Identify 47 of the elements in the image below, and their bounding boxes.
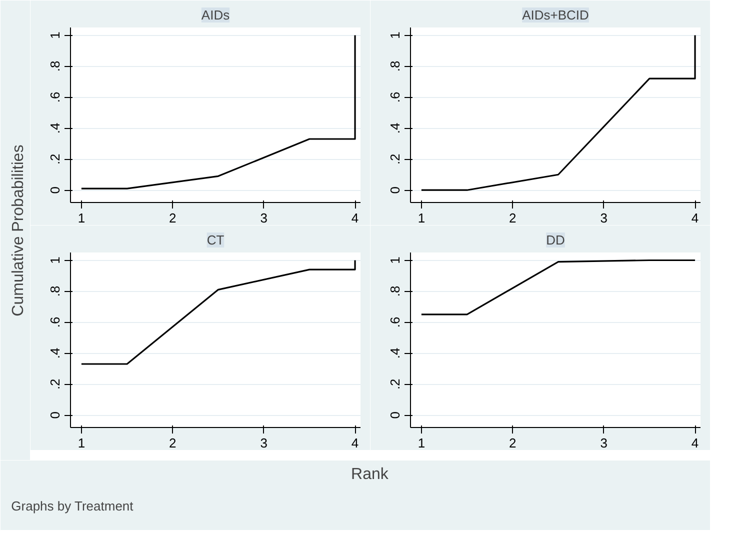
y-tick-label: 0 — [388, 186, 402, 194]
x-tick-label: 2 — [509, 436, 516, 450]
x-tick-label: 2 — [169, 210, 176, 226]
x-tick-label: 3 — [260, 436, 268, 450]
y-tick-label: 1 — [48, 256, 62, 264]
x-tick-label: 1 — [78, 436, 86, 450]
y-tick-label: .4 — [388, 122, 402, 134]
chart-title: AIDs — [201, 8, 230, 22]
x-tick-label: 2 — [169, 436, 176, 450]
x-tick-label: 3 — [600, 436, 608, 450]
y-tick-label: .4 — [48, 348, 62, 359]
y-tick-label: .6 — [48, 92, 62, 103]
y-tick-label: .6 — [388, 316, 402, 328]
y-axis-title: Cumulative Probabilities — [10, 144, 27, 316]
y-tick-label: .8 — [388, 60, 402, 72]
x-tick-label: 3 — [260, 210, 268, 226]
x-tick-label: 2 — [509, 210, 516, 226]
x-tick-label: 1 — [418, 436, 426, 450]
x-tick-label: 4 — [691, 436, 699, 450]
x-tick-label: 4 — [351, 436, 359, 450]
y-tick-label: .2 — [48, 378, 62, 390]
y-tick-label: .8 — [388, 286, 402, 297]
y-tick-label: .2 — [388, 154, 402, 165]
y-tick-label: .4 — [388, 348, 402, 359]
x-tick-label: 4 — [351, 210, 359, 226]
text: Graphs by Treatment — [11, 498, 134, 514]
y-tick-label: .6 — [48, 316, 62, 328]
y-tick-label: 0 — [48, 411, 62, 419]
x-tick-label: 4 — [691, 210, 699, 226]
y-tick-label: .2 — [48, 154, 62, 165]
y-tick-label: .4 — [48, 122, 62, 134]
y-tick-label: .8 — [48, 60, 62, 72]
y-tick-label: 0 — [388, 411, 402, 419]
y-tick-label: .8 — [48, 286, 62, 297]
y-tick-label: 0 — [48, 186, 62, 194]
chart-title: AIDs+BCID — [522, 8, 589, 22]
x-tick-label: 1 — [418, 210, 426, 226]
y-tick-label: 1 — [388, 256, 402, 264]
y-tick-label: 1 — [388, 32, 402, 39]
x-tick-label: 3 — [600, 210, 608, 226]
chart-title: CT — [206, 232, 224, 248]
y-tick-label: .6 — [388, 92, 402, 103]
y-tick-label: .2 — [388, 378, 402, 390]
x-axis-title: Rank — [351, 466, 390, 483]
y-tick-label: 1 — [48, 32, 62, 39]
chart-title: DD — [546, 232, 565, 248]
x-tick-label: 1 — [78, 210, 86, 226]
